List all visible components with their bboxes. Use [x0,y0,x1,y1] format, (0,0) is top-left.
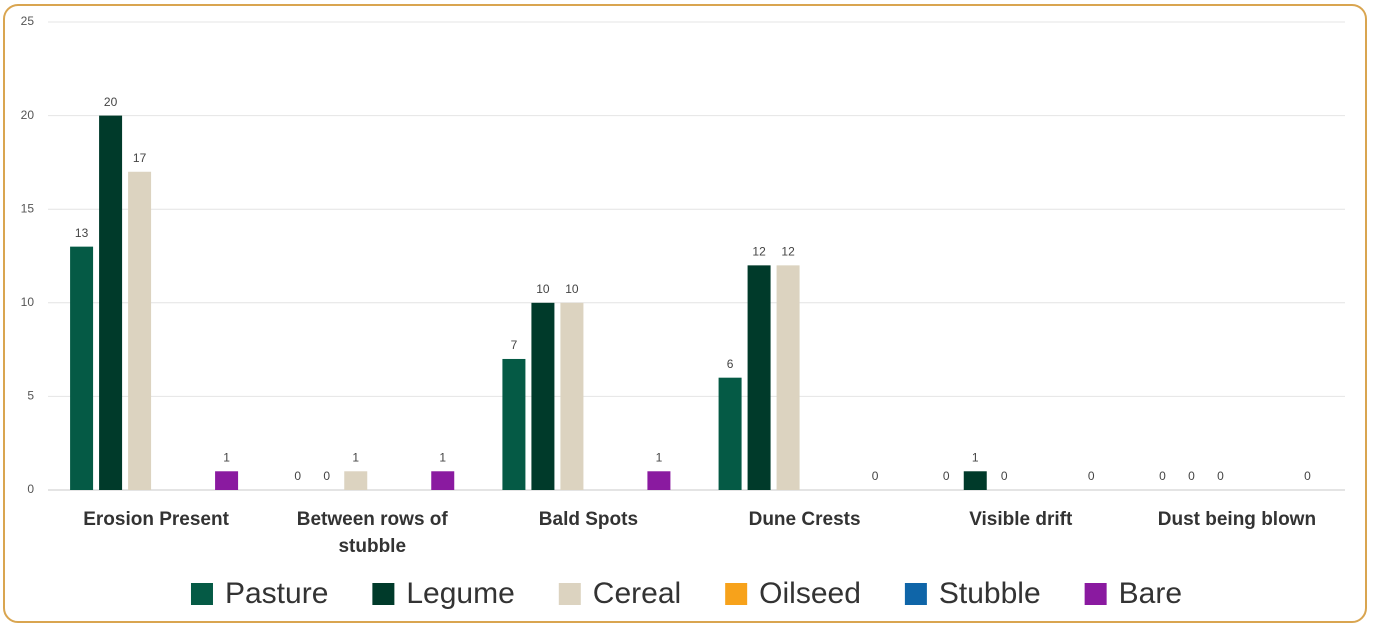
legend: Pasture Legume Cereal Oilseed Stubble Bare [190,577,1182,610]
value-label: 0 [1001,469,1008,483]
y-tick-label: 25 [21,14,35,28]
value-label: 0 [1304,469,1311,483]
y-tick-label: 5 [27,389,34,403]
bar [560,302,584,490]
value-label: 10 [536,282,550,296]
value-label: 1 [439,450,446,464]
legend-swatch [725,583,748,605]
legend-swatch [1084,583,1107,605]
value-label: 17 [133,151,147,165]
value-label: 1 [352,450,359,464]
value-label: 0 [1088,469,1095,483]
bar [531,302,555,490]
legend-label: Oilseed [759,577,861,610]
bar [718,377,742,490]
bar [215,471,239,490]
bar [70,246,94,490]
y-tick-label: 20 [21,108,35,122]
bar [776,265,800,490]
value-label: 0 [294,469,301,483]
bar [344,471,368,490]
legend-label: Stubble [939,577,1041,610]
legend-swatch [904,583,927,605]
y-tick-label: 10 [21,295,35,309]
value-label: 6 [727,357,734,371]
legend-swatch [558,583,581,605]
value-label: 1 [656,450,663,464]
value-label: 1 [223,450,230,464]
legend-label: Pasture [225,577,328,610]
value-label: 0 [1159,469,1166,483]
value-label: 0 [872,469,879,483]
legend-label: Legume [406,577,514,610]
value-label: 1 [972,450,979,464]
x-tick-label: Bald Spots [539,509,638,530]
value-label: 0 [943,469,950,483]
value-label: 0 [1188,469,1195,483]
y-tick-label: 15 [21,201,35,215]
x-tick-label: Dune Crests [749,509,861,530]
x-tick-label: Dust being blown [1158,509,1316,530]
bar [99,115,123,490]
legend-swatch [372,583,395,605]
bar [431,471,455,490]
value-label: 10 [565,282,579,296]
bar [963,471,987,490]
bar [747,265,771,490]
legend-label: Bare [1119,577,1182,610]
x-tick-label: Erosion Present [83,509,229,530]
legend-swatch [190,583,213,605]
frame [3,4,1367,623]
bar [647,471,671,490]
value-label: 0 [323,469,330,483]
legend-label: Cereal [593,577,681,610]
bar [502,358,526,490]
value-label: 0 [1217,469,1224,483]
value-label: 7 [511,338,518,352]
value-label: 13 [75,226,89,240]
y-tick-label: 0 [27,482,34,496]
value-label: 20 [104,95,118,109]
value-label: 12 [752,245,766,259]
x-tick-label: Visible drift [969,509,1073,530]
x-tick-label: Between rows of stubble [297,509,449,557]
bar [128,171,152,490]
value-label: 12 [781,245,795,259]
